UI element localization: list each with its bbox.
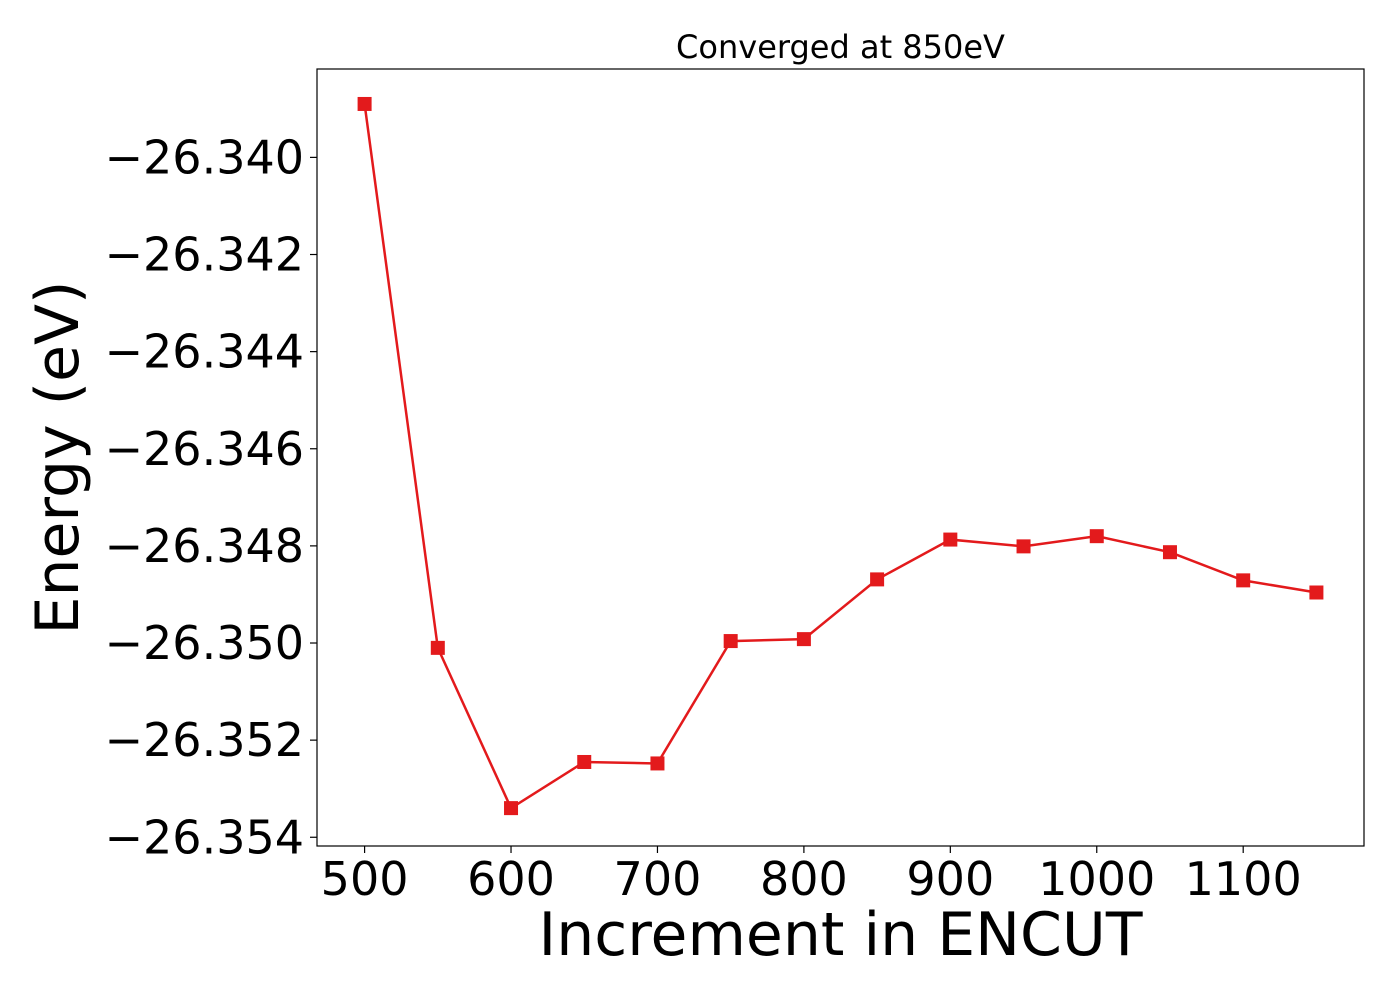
- y-tick-label: −26.352: [105, 713, 305, 767]
- y-tick-label: −26.344: [105, 325, 305, 379]
- x-tick-label: 700: [614, 852, 702, 906]
- data-point-marker: [723, 634, 738, 649]
- x-tick-label: 800: [760, 852, 848, 906]
- y-tick-label: −26.340: [105, 130, 305, 184]
- y-tick-label: −26.348: [105, 519, 305, 573]
- x-tick-label: 600: [467, 852, 555, 906]
- plot-area: [316, 68, 1365, 847]
- data-point-marker: [796, 632, 811, 647]
- data-point-marker: [870, 572, 885, 587]
- data-point-marker: [577, 754, 592, 769]
- y-tick-label: −26.346: [105, 422, 305, 476]
- data-point-marker: [1162, 545, 1177, 560]
- data-point-marker: [430, 640, 445, 655]
- y-tick-label: −26.342: [105, 228, 305, 282]
- y-tick-label: −26.354: [105, 810, 305, 864]
- x-tick-label: 900: [906, 852, 994, 906]
- x-tick-label: 500: [321, 852, 409, 906]
- data-point-marker: [1236, 573, 1251, 588]
- data-series-1: [357, 96, 1324, 816]
- x-axis-label: Increment in ENCUT: [539, 900, 1143, 970]
- series-line: [363, 103, 1317, 810]
- data-point-marker: [1309, 585, 1324, 600]
- y-axis-label: Energy (eV): [23, 281, 93, 635]
- x-tick-label: 1000: [1038, 852, 1155, 906]
- data-point-marker: [504, 801, 519, 816]
- y-tick-label: −26.350: [105, 616, 305, 670]
- data-point-marker: [1089, 529, 1104, 544]
- x-axis-ticks: 500 600 700 800 900 1000 1100: [321, 846, 1302, 906]
- chart-title: Converged at 850eV: [676, 28, 1005, 66]
- data-point-marker: [357, 96, 372, 111]
- x-tick-label: 1100: [1185, 852, 1302, 906]
- data-point-marker: [1016, 539, 1031, 554]
- data-point-marker: [650, 756, 665, 771]
- plot-frame: [316, 68, 1365, 847]
- data-point-marker: [943, 532, 958, 547]
- y-axis-ticks: −26.340 −26.342 −26.344 −26.346 −26.348 −26.3…: [105, 130, 317, 864]
